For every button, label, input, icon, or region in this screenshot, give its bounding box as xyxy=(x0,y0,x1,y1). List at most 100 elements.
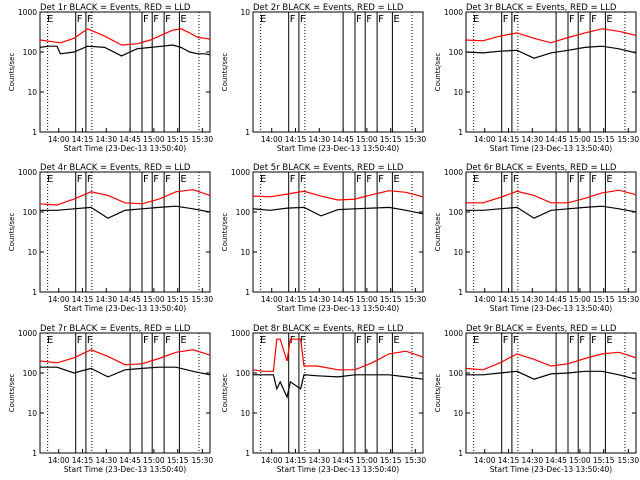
x-tick-label: 15:15 xyxy=(167,135,189,144)
panel-title: Det 3r BLACK = Events, RED = LLD xyxy=(466,3,617,13)
y-axis-label: Counts/sec xyxy=(434,213,442,252)
x-tick-label: 14:30 xyxy=(308,135,330,144)
flag-label: F xyxy=(366,14,372,25)
flag-label: F xyxy=(513,174,519,185)
x-tick-label: 14:45 xyxy=(119,456,141,465)
x-tick-label: 14:15 xyxy=(72,295,94,304)
flag-label: E xyxy=(47,174,53,185)
x-axis-label: Start Time (23-Dec-13 13:50:40) xyxy=(277,304,399,313)
y-axis-label: Counts/sec xyxy=(8,213,16,252)
flag-label: F xyxy=(513,335,519,346)
x-tick-label: 14:30 xyxy=(95,456,117,465)
x-axis-label: Start Time (23-Dec-13 13:50:40) xyxy=(490,304,612,313)
x-tick-label: 15:15 xyxy=(380,456,402,465)
y-tick-label: 1000 xyxy=(444,168,463,177)
y-tick-label: 1 xyxy=(245,288,250,297)
flag-label: F xyxy=(77,335,83,346)
y-tick-label: 1 xyxy=(458,449,463,458)
y-axis-label: Counts/sec xyxy=(221,374,229,413)
y-tick-label: 10 xyxy=(453,409,463,418)
y-tick-label: 1000 xyxy=(444,329,463,338)
flag-label: F xyxy=(356,14,362,25)
flag-label: F xyxy=(87,174,93,185)
y-tick-label: 1000 xyxy=(18,8,37,17)
lld-series-line xyxy=(39,28,211,46)
plot-frame xyxy=(39,332,211,454)
y-axis-label: Counts/sec xyxy=(221,213,229,252)
y-tick-label: 1 xyxy=(458,128,463,137)
x-tick-label: 15:00 xyxy=(143,135,165,144)
y-tick-label: 1 xyxy=(245,128,250,137)
flag-label: E xyxy=(180,174,186,185)
y-tick-label: 1 xyxy=(458,288,463,297)
x-tick-label: 14:45 xyxy=(545,295,567,304)
panel-title: Det 1r BLACK = Events, RED = LLD xyxy=(40,3,191,13)
flag-label: F xyxy=(513,14,519,25)
x-tick-label: 15:00 xyxy=(143,456,165,465)
x-tick-label: 15:00 xyxy=(356,456,378,465)
x-tick-label: 15:15 xyxy=(167,295,189,304)
flag-label: F xyxy=(165,174,171,185)
lld-series-line xyxy=(466,189,637,204)
x-tick-label: 14:15 xyxy=(285,295,307,304)
flag-label: F xyxy=(153,14,159,25)
x-tick-label: 14:15 xyxy=(498,456,520,465)
x-tick-label: 15:00 xyxy=(569,135,591,144)
flag-label: F xyxy=(143,174,149,185)
events-series-line xyxy=(466,370,637,380)
y-tick-label: 1 xyxy=(32,449,37,458)
x-tick-label: 15:15 xyxy=(593,295,615,304)
flag-label: E xyxy=(393,174,399,185)
flag-label: F xyxy=(366,335,372,346)
flag-label: F xyxy=(579,335,585,346)
flag-label: F xyxy=(300,14,306,25)
events-series-line xyxy=(465,45,637,59)
y-axis-label: Counts/sec xyxy=(221,53,229,92)
flag-label: E xyxy=(180,335,186,346)
x-tick-label: 14:00 xyxy=(261,295,283,304)
y-tick-label: 100 xyxy=(23,369,38,378)
x-tick-label: 15:00 xyxy=(569,295,591,304)
x-tick-label: 14:45 xyxy=(332,135,354,144)
x-tick-label: 14:15 xyxy=(72,135,94,144)
x-tick-label: 14:30 xyxy=(521,295,543,304)
flag-label: F xyxy=(591,14,597,25)
x-tick-label: 15:30 xyxy=(618,135,640,144)
panel-title: Det 9r BLACK = Events, RED = LLD xyxy=(466,324,617,334)
flag-label: F xyxy=(366,174,372,185)
flag-label: F xyxy=(591,335,597,346)
flag-label: F xyxy=(290,335,296,346)
x-tick-label: 14:30 xyxy=(308,295,330,304)
flag-label: E xyxy=(606,174,612,185)
lld-series-line xyxy=(465,28,637,44)
flag-label: F xyxy=(356,335,362,346)
y-tick-label: 1 xyxy=(245,449,250,458)
flag-label: F xyxy=(77,174,83,185)
x-tick-label: 15:30 xyxy=(405,456,427,465)
panel-title: Det 6r BLACK = Events, RED = LLD xyxy=(466,163,617,173)
flag-label: F xyxy=(87,14,93,25)
x-tick-label: 14:45 xyxy=(119,295,141,304)
flag-label: E xyxy=(473,14,479,25)
x-tick-label: 14:00 xyxy=(261,135,283,144)
events-series-line xyxy=(39,44,211,57)
y-axis-label: Counts/sec xyxy=(434,53,442,92)
flag-label: F xyxy=(143,335,149,346)
plot-frame xyxy=(465,11,637,133)
x-tick-label: 14:45 xyxy=(545,456,567,465)
events-series-line xyxy=(40,366,211,378)
y-tick-label: 1000 xyxy=(18,329,37,338)
y-tick-label: 100 xyxy=(236,208,251,217)
flag-label: F xyxy=(300,174,306,185)
x-tick-label: 14:15 xyxy=(285,135,307,144)
x-tick-label: 15:15 xyxy=(593,135,615,144)
panel-title: Det 5r BLACK = Events, RED = LLD xyxy=(253,163,404,173)
flag-label: E xyxy=(473,174,479,185)
x-tick-label: 14:00 xyxy=(474,456,496,465)
panel-title: Det 2r BLACK = Events, RED = LLD xyxy=(253,3,404,13)
x-tick-label: 15:00 xyxy=(356,135,378,144)
x-tick-label: 15:30 xyxy=(618,456,640,465)
flag-label: F xyxy=(579,174,585,185)
x-tick-label: 14:00 xyxy=(48,295,70,304)
plot-frame xyxy=(252,332,424,454)
